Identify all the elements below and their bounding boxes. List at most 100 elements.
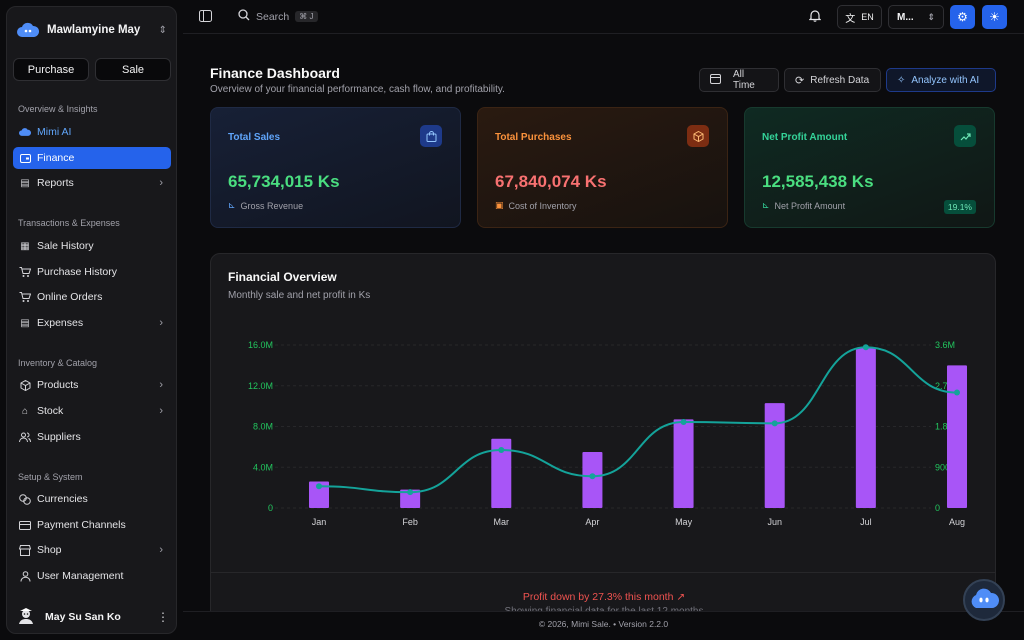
net-profit-card: Net Profit Amount 12,585,438 Ks ⊾ Net Pr… xyxy=(744,107,995,228)
sidebar: Mawlamyine May ⇕ Purchase Sale Overview … xyxy=(6,6,177,634)
avatar xyxy=(17,607,35,628)
left-tick-label: 16.0M xyxy=(248,340,273,350)
sidebar-item-sale-history[interactable]: ▦ Sale History xyxy=(13,235,171,257)
x-tick-label: Feb xyxy=(402,517,418,527)
account-selector[interactable]: M... ⇕ xyxy=(888,5,944,29)
sidebar-item-user-management[interactable]: User Management xyxy=(13,565,171,587)
document-icon: ▤ xyxy=(20,317,30,329)
left-tick-label: 0 xyxy=(268,503,273,513)
right-tick-label: 1.8M xyxy=(935,422,955,432)
section-setup-heading: Setup & System xyxy=(18,472,83,482)
bar-feb xyxy=(400,489,421,508)
profit-trend-text: Profit down by 27.3% this month ↗ xyxy=(522,591,686,603)
card-value: 67,840,074 Ks xyxy=(495,172,607,191)
chart-icon: ⊾ xyxy=(228,200,236,210)
users-icon xyxy=(19,431,31,443)
sidebar-item-label: Suppliers xyxy=(37,431,81,443)
profit-point-may xyxy=(680,418,687,425)
language-selector[interactable]: 文 EN xyxy=(837,5,882,29)
credit-card-icon xyxy=(19,519,31,531)
card-subtitle-label: Net Profit Amount xyxy=(774,200,846,211)
card-subtitle: ⊾ Gross Revenue xyxy=(228,200,303,211)
bar-mar xyxy=(491,438,512,508)
refresh-data-button[interactable]: ⟳ Refresh Data xyxy=(784,68,881,92)
warehouse-icon: ⌂ xyxy=(21,405,29,417)
more-vertical-icon[interactable]: ⋮ xyxy=(157,610,169,624)
coins-icon xyxy=(19,493,31,505)
refresh-icon: ⟳ xyxy=(795,74,805,87)
sidebar-item-stock[interactable]: ⌂ Stock › xyxy=(13,400,171,422)
card-subtitle-label: Cost of Inventory xyxy=(508,200,577,211)
chevron-right-icon: › xyxy=(159,544,163,556)
purchase-mode-button[interactable]: Purchase xyxy=(13,58,89,81)
mimi-ai-icon xyxy=(19,126,31,138)
analyze-with-ai-button[interactable]: ✧ Analyze with AI xyxy=(886,68,996,92)
chevrons-up-down-icon: ⇕ xyxy=(158,24,167,36)
section-transactions-heading: Transactions & Expenses xyxy=(18,218,120,228)
date-range-label: All Time xyxy=(733,69,755,91)
x-tick-label: Jul xyxy=(860,517,872,527)
sidebar-item-label: Reports xyxy=(37,177,74,189)
sidebar-item-purchase-history[interactable]: Purchase History xyxy=(13,261,171,283)
bell-icon[interactable] xyxy=(808,9,822,25)
sidebar-item-expenses[interactable]: ▤ Expenses › xyxy=(13,312,171,334)
sidebar-item-reports[interactable]: ▤ Reports › xyxy=(13,172,171,194)
sidebar-item-label: Purchase History xyxy=(37,266,117,278)
card-title: Net Profit Amount xyxy=(762,132,848,143)
wallet-icon xyxy=(19,152,31,164)
date-range-button[interactable]: All Time xyxy=(699,68,779,92)
sidebar-item-label: User Management xyxy=(37,570,124,582)
sidebar-item-finance[interactable]: Finance xyxy=(13,147,171,169)
right-tick-label: 2.7M xyxy=(935,381,955,391)
card-subtitle: ⊾ Net Profit Amount xyxy=(762,200,845,211)
trending-icon xyxy=(954,125,976,147)
sidebar-item-online-orders[interactable]: Online Orders xyxy=(13,286,171,308)
user-menu[interactable]: May Su San Ko ⋮ xyxy=(17,605,169,629)
theme-toggle-button[interactable]: ☀ xyxy=(982,5,1007,29)
profit-line xyxy=(318,346,958,494)
footer: © 2026, Mimi Sale. • Version 2.2.0 xyxy=(183,611,1024,640)
section-overview-heading: Overview & Insights xyxy=(18,104,98,114)
x-tick-label: Apr xyxy=(585,517,599,527)
mode-toggle: Purchase Sale xyxy=(13,58,171,81)
user-icon xyxy=(19,570,31,582)
left-tick-label: 8.0M xyxy=(253,422,273,432)
left-tick-label: 12.0M xyxy=(248,381,273,391)
cart-icon xyxy=(19,291,31,303)
settings-button[interactable]: ⚙ xyxy=(950,5,975,29)
search-button[interactable]: Search ⌘ J xyxy=(238,9,318,24)
sidebar-item-suppliers[interactable]: Suppliers xyxy=(13,426,171,448)
section-inventory-heading: Inventory & Catalog xyxy=(18,358,98,368)
x-tick-label: May xyxy=(675,517,693,527)
sale-mode-button[interactable]: Sale xyxy=(95,58,171,81)
sidebar-item-label: Finance xyxy=(37,152,75,164)
sparkles-icon: ✧ xyxy=(897,74,906,86)
cloud-mascot-icon xyxy=(969,587,1000,614)
sidebar-item-products[interactable]: Products › xyxy=(13,374,171,396)
sidebar-item-mimi-ai[interactable]: Mimi AI xyxy=(13,121,171,143)
divider xyxy=(211,572,995,573)
sidebar-item-shop[interactable]: Shop › xyxy=(13,539,171,561)
box-icon: ▣ xyxy=(495,200,504,210)
right-tick-label: 0 xyxy=(935,503,940,513)
workspace-switcher[interactable]: Mawlamyine May ⇕ xyxy=(17,19,167,41)
profit-point-aug xyxy=(954,389,960,396)
chevron-right-icon: › xyxy=(159,317,163,329)
bar-jul xyxy=(855,348,876,508)
sidebar-item-currencies[interactable]: Currencies xyxy=(13,488,171,510)
card-title: Total Purchases xyxy=(495,132,572,143)
card-subtitle-label: Gross Revenue xyxy=(240,200,304,211)
package-icon xyxy=(687,125,709,147)
sidebar-item-label: Currencies xyxy=(37,493,88,505)
mimi-ai-chat-button[interactable] xyxy=(963,579,1005,621)
bar-apr xyxy=(582,451,603,508)
sidebar-item-payment-channels[interactable]: Payment Channels xyxy=(13,514,171,536)
financial-overview-panel: Financial Overview Monthly sale and net … xyxy=(210,253,996,640)
cart-icon xyxy=(19,266,31,278)
total-sales-card: Total Sales 65,734,015 Ks ⊾ Gross Revenu… xyxy=(210,107,461,228)
calendar-icon xyxy=(710,73,721,87)
receipt-icon: ▦ xyxy=(20,240,30,252)
card-title: Total Sales xyxy=(228,132,281,143)
chevron-right-icon: › xyxy=(159,177,163,189)
sidebar-toggle-icon[interactable] xyxy=(199,10,212,25)
